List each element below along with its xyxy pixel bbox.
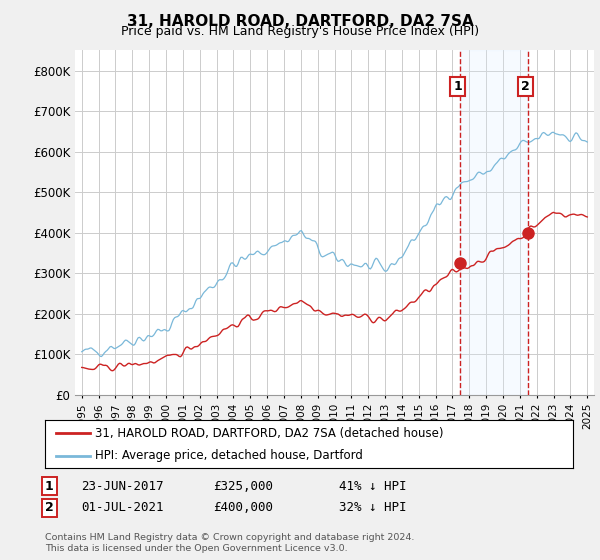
- Text: £400,000: £400,000: [213, 501, 273, 515]
- Text: 01-JUL-2021: 01-JUL-2021: [81, 501, 163, 515]
- Text: £325,000: £325,000: [213, 479, 273, 493]
- Text: Price paid vs. HM Land Registry's House Price Index (HPI): Price paid vs. HM Land Registry's House …: [121, 25, 479, 38]
- Text: HPI: Average price, detached house, Dartford: HPI: Average price, detached house, Dart…: [95, 449, 363, 462]
- Text: 2: 2: [521, 81, 530, 94]
- Text: 31, HAROLD ROAD, DARTFORD, DA2 7SA (detached house): 31, HAROLD ROAD, DARTFORD, DA2 7SA (deta…: [95, 427, 443, 440]
- Text: 32% ↓ HPI: 32% ↓ HPI: [339, 501, 407, 515]
- Text: Contains HM Land Registry data © Crown copyright and database right 2024.
This d: Contains HM Land Registry data © Crown c…: [45, 533, 415, 553]
- Text: 31, HAROLD ROAD, DARTFORD, DA2 7SA: 31, HAROLD ROAD, DARTFORD, DA2 7SA: [127, 14, 473, 29]
- Text: 23-JUN-2017: 23-JUN-2017: [81, 479, 163, 493]
- Text: 1: 1: [45, 479, 54, 493]
- Text: 2: 2: [45, 501, 54, 515]
- Text: 41% ↓ HPI: 41% ↓ HPI: [339, 479, 407, 493]
- Bar: [460, 50, 528, 395]
- Text: 1: 1: [454, 81, 462, 94]
